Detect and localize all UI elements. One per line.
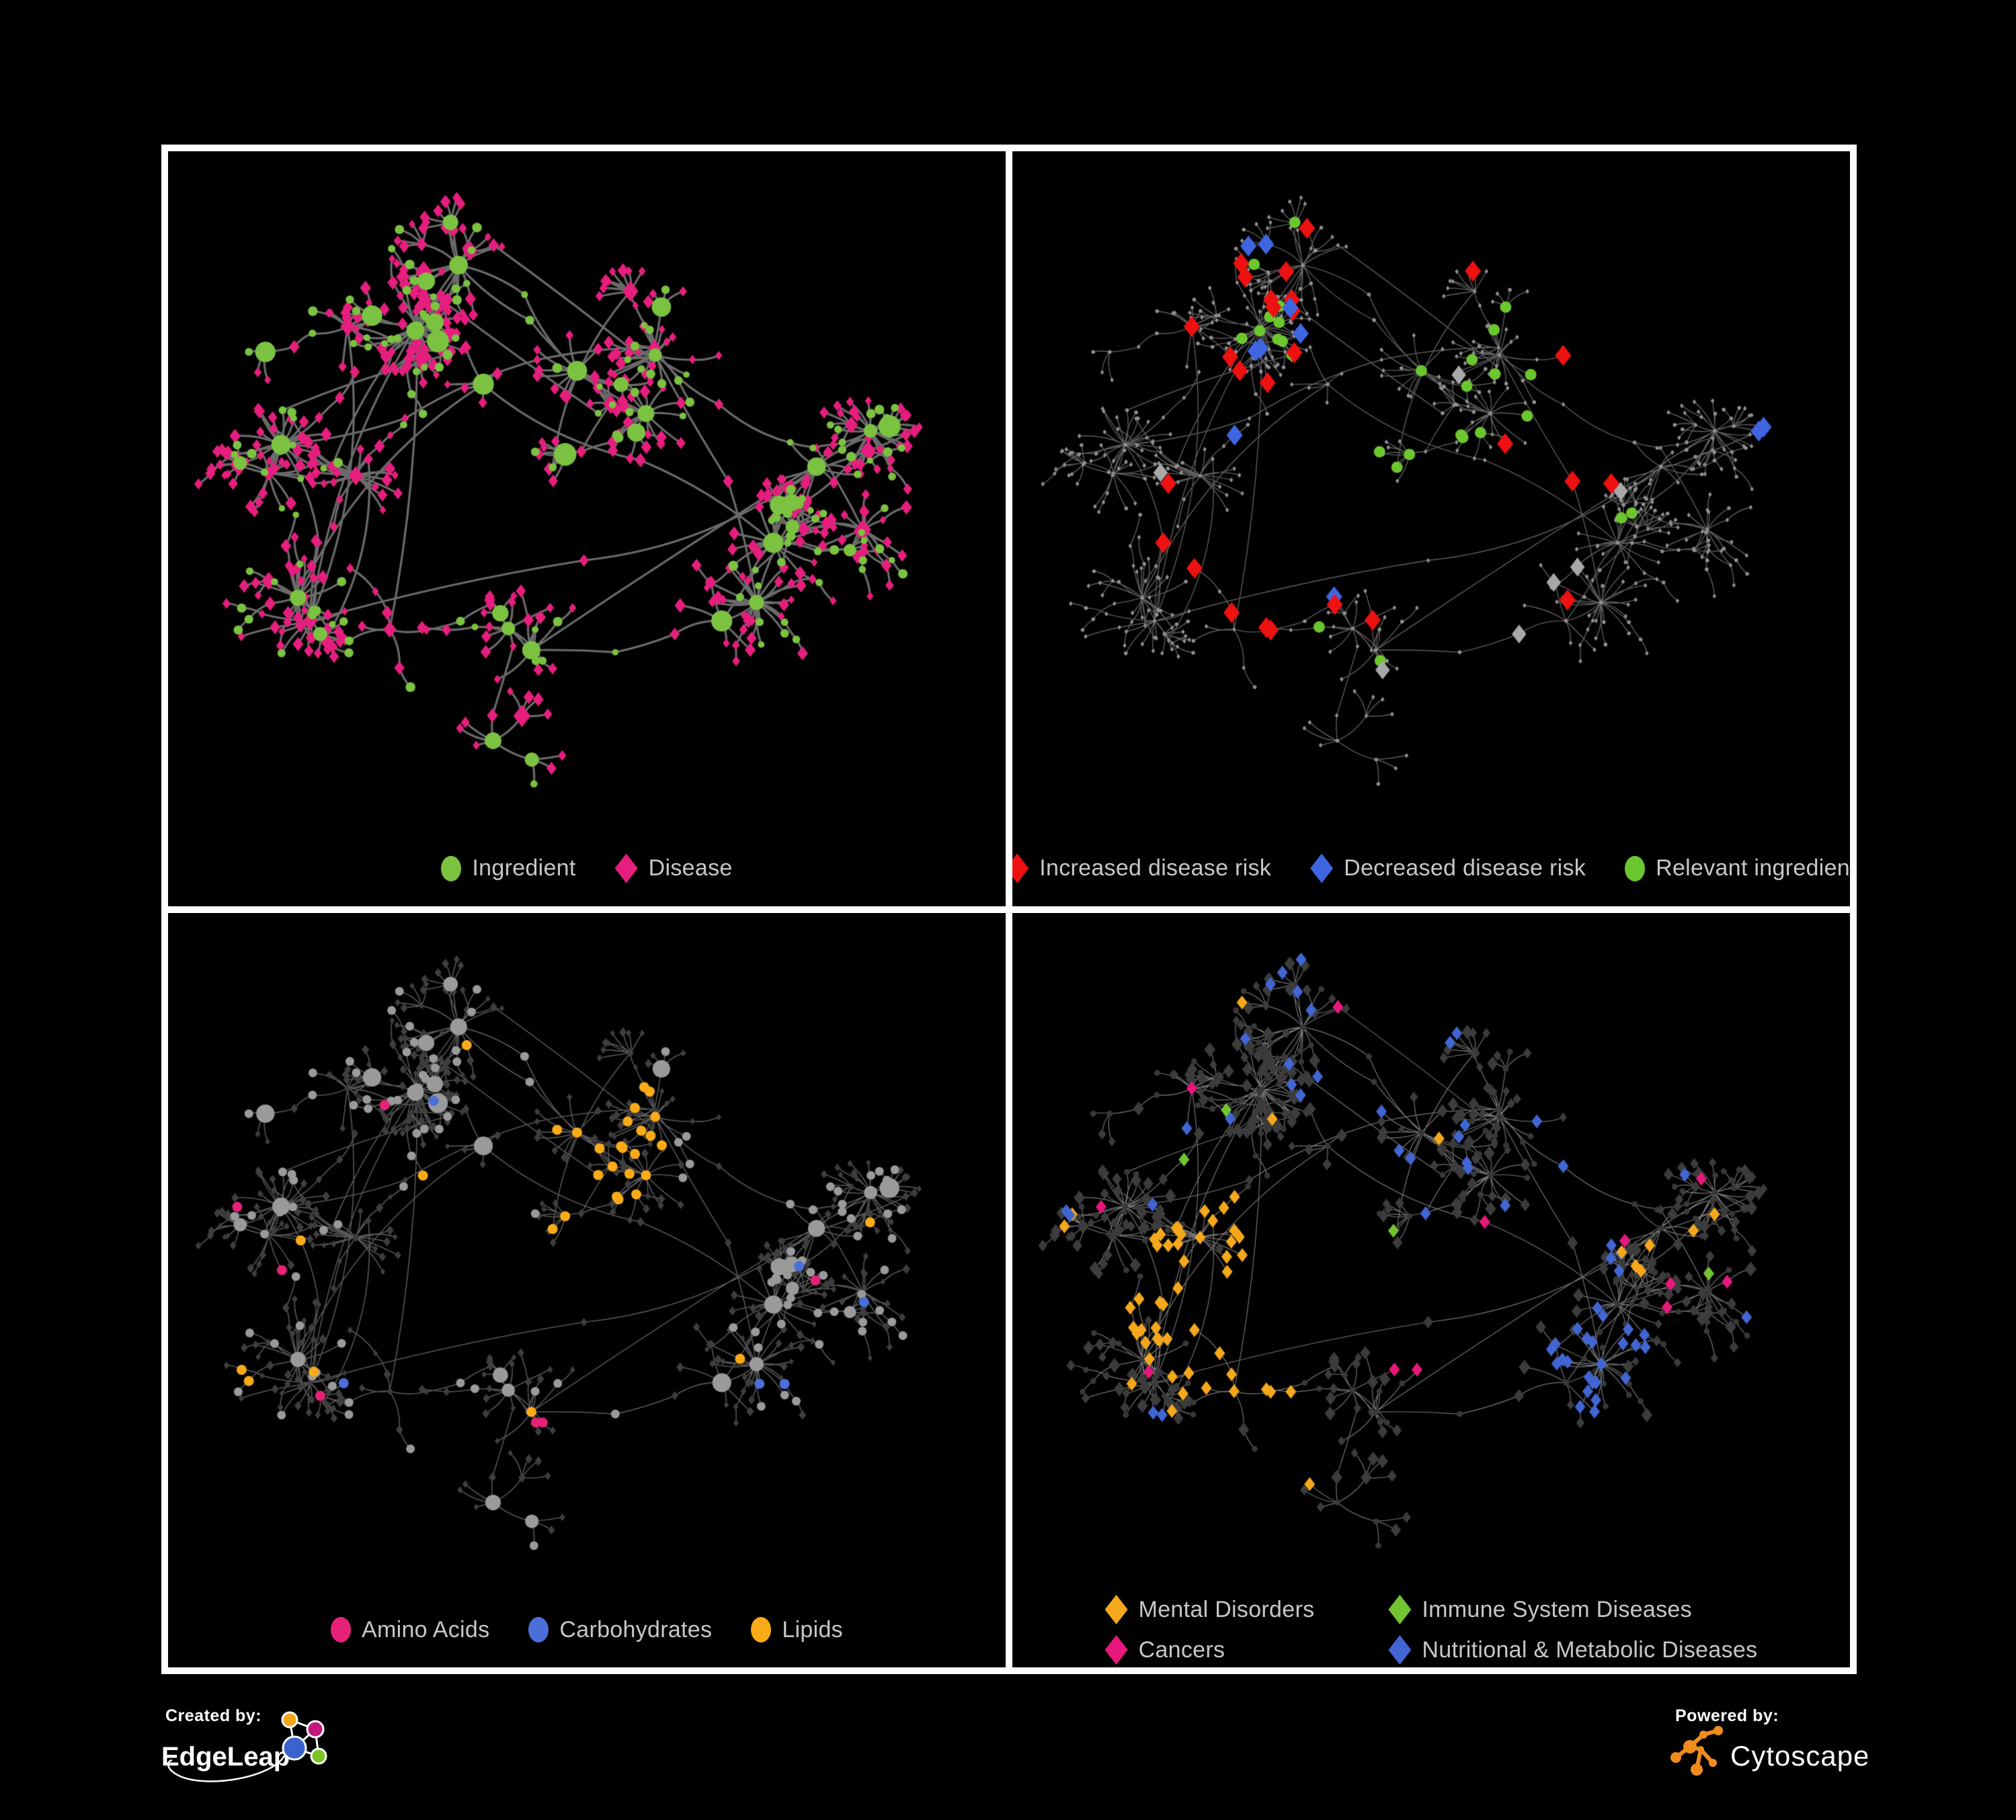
edgeleap-node-blue <box>282 1735 307 1761</box>
edgeleap-node-orange <box>281 1711 298 1729</box>
cytoscape-logo: Powered by: Cytoscape <box>1670 1706 1867 1776</box>
edgeleap-node-magenta <box>306 1720 325 1739</box>
lipids-marker <box>751 1617 772 1643</box>
increased-risk-marker <box>1012 853 1029 883</box>
legend-label: Immune System Diseases <box>1422 1596 1692 1622</box>
legend-label: Carbohydrates <box>559 1616 713 1643</box>
legend-item-increased-risk: Increased disease risk <box>1012 853 1272 883</box>
legend-label: Amino Acids <box>362 1616 490 1643</box>
legend-item-mental-disorders: Mental Disorders <box>1104 1595 1315 1624</box>
nutritional-metabolic-marker <box>1388 1635 1412 1665</box>
panels-grid: Ingredient Disease Increased disease ris… <box>161 145 1857 1674</box>
legend-label: Nutritional & Metabolic Diseases <box>1422 1636 1758 1663</box>
edgeleap-glyph-nodes <box>281 1711 327 1765</box>
legend-label: Mental Disorders <box>1138 1596 1315 1622</box>
cytoscape-glyph-nodes <box>1670 1726 1723 1776</box>
network-canvas-ingredient-classes <box>168 912 1006 1592</box>
legend-item-decreased-risk: Decreased disease risk <box>1310 853 1586 883</box>
legend-label: Lipids <box>782 1616 843 1643</box>
legend-item-immune-diseases: Immune System Diseases <box>1388 1595 1757 1624</box>
legend-item-nutritional-metabolic: Nutritional & Metabolic Diseases <box>1388 1635 1757 1665</box>
legend-disease-risk: Increased disease risk Decreased disease… <box>1012 831 1850 906</box>
relevant-ingredient-marker <box>1625 855 1646 881</box>
carbohydrates-marker <box>528 1617 549 1643</box>
legend-label: Relevant ingredient <box>1656 855 1850 881</box>
mental-disorders-marker <box>1104 1595 1128 1624</box>
legend-label: Decreased disease risk <box>1344 855 1586 881</box>
decreased-risk-marker <box>1310 853 1334 883</box>
legend-item-lipids: Lipids <box>751 1617 843 1643</box>
edgeleap-wordmark: EdgeLeap <box>161 1742 290 1772</box>
amino-acids-marker <box>331 1617 352 1643</box>
legend-ingredient-classes: Amino Acids Carbohydrates Lipids <box>168 1592 1006 1667</box>
powered-by-label: Powered by: <box>1675 1706 1779 1725</box>
legend-label: Ingredient <box>472 855 576 881</box>
edgeleap-logo: Created by: EdgeLeap <box>161 1706 327 1782</box>
panel-disease-risk: Increased disease risk Decreased disease… <box>1012 151 1850 906</box>
cytoscape-wordmark: Cytoscape <box>1730 1740 1867 1772</box>
edgeleap-node-green <box>310 1747 327 1765</box>
legend-item-ingredient: Ingredient <box>441 855 575 881</box>
legend-ingredient-disease: Ingredient Disease <box>168 831 1006 906</box>
ingredient-marker <box>441 855 462 881</box>
legend-item-relevant-ingredient: Relevant ingredient <box>1625 855 1850 881</box>
cancers-marker <box>1104 1635 1128 1665</box>
legend-item-amino-acids: Amino Acids <box>331 1617 489 1643</box>
legend-item-disease: Disease <box>614 853 733 883</box>
legend-label: Disease <box>648 855 733 881</box>
immune-diseases-marker <box>1388 1595 1412 1624</box>
legend-label: Increased disease risk <box>1039 855 1272 881</box>
panel-ingredient-classes: Amino Acids Carbohydrates Lipids <box>168 912 1006 1667</box>
disease-marker <box>614 853 638 883</box>
network-canvas-disease-risk <box>1012 151 1850 830</box>
network-canvas-ingredient-disease <box>168 151 1006 830</box>
legend-disease-classes: Mental Disorders Immune System Diseases … <box>1012 1592 1850 1667</box>
panel-ingredient-disease: Ingredient Disease <box>168 151 1006 906</box>
panel-disease-classes: Mental Disorders Immune System Diseases … <box>1012 912 1850 1667</box>
legend-item-cancers: Cancers <box>1104 1635 1315 1665</box>
legend-label: Cancers <box>1138 1636 1225 1663</box>
legend-item-carbohydrates: Carbohydrates <box>528 1617 712 1643</box>
created-by-label: Created by: <box>165 1706 261 1725</box>
network-canvas-disease-classes <box>1012 912 1850 1592</box>
